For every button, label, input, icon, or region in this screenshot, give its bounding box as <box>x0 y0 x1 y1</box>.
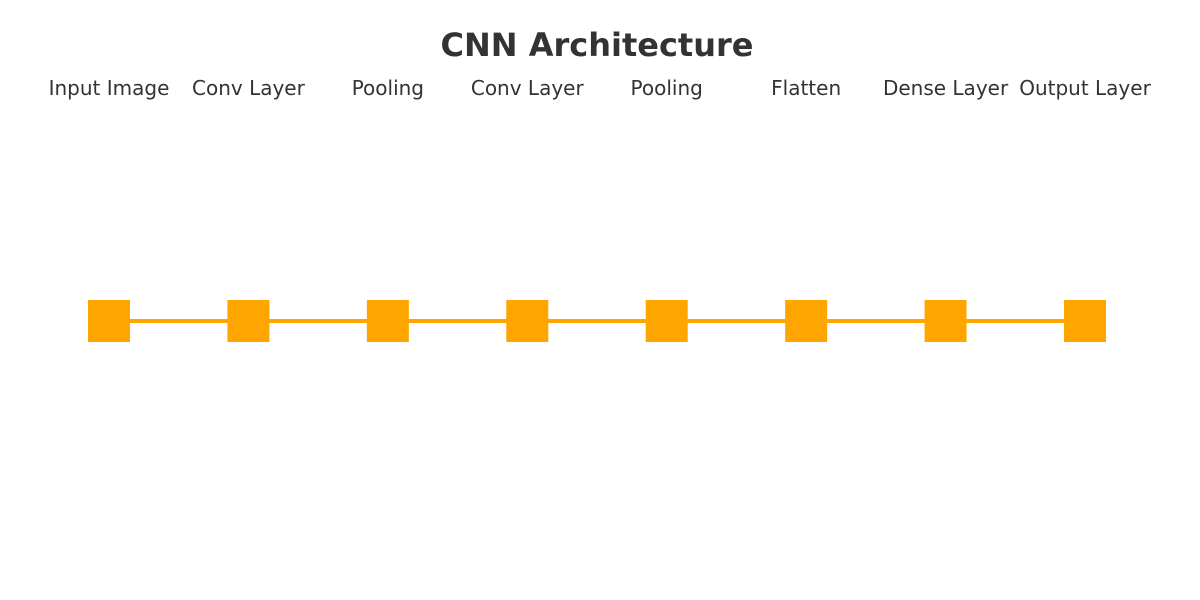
layer-labels: Input Image Conv Layer Pooling Conv Layer Po… <box>49 76 1152 100</box>
layer-label-input-image-1: Input Image <box>49 76 170 100</box>
layer-node-pooling-3 <box>366 300 409 342</box>
diagram-title: CNN Architecture <box>441 26 754 64</box>
layer-label-flatten-6: Flatten <box>771 76 841 100</box>
layer-label-conv-layer-4: Conv Layer <box>471 76 585 100</box>
layer-label-pooling-5: Pooling <box>631 76 703 100</box>
layer-node-dense-layer-7 <box>924 300 967 342</box>
layer-node-conv-layer-2 <box>227 300 270 342</box>
layer-label-dense-layer-7: Dense Layer <box>883 76 1009 100</box>
layer-node-pooling-5 <box>645 300 688 342</box>
layer-label-conv-layer-2: Conv Layer <box>192 76 306 100</box>
layer-node-conv-layer-4 <box>506 300 549 342</box>
layer-label-pooling-3: Pooling <box>352 76 424 100</box>
layer-label-output-layer-8: Output Layer <box>1019 76 1151 100</box>
layer-node-flatten-6 <box>785 300 828 342</box>
layer-node-output-layer-8 <box>1064 300 1106 342</box>
layer-node-input-image-1 <box>88 300 130 342</box>
layer-nodes <box>88 300 1106 342</box>
